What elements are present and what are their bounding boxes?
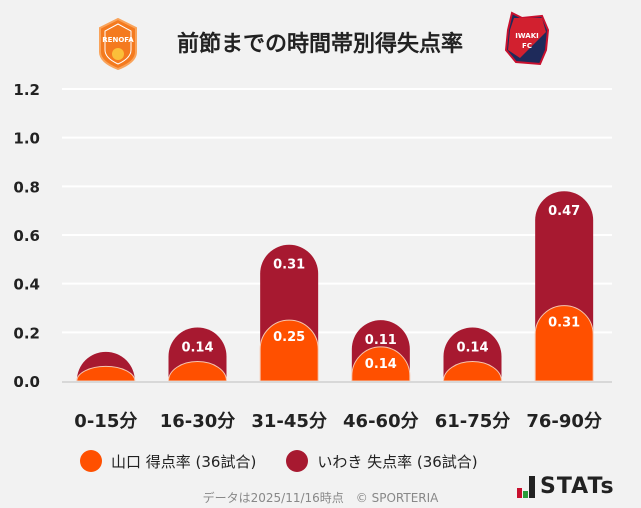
stats-brand: STATs: [540, 474, 615, 499]
x-tick-label: 76-90分: [526, 411, 602, 432]
legend: 山口 得点率 (36試合) いわき 失点率 (36試合): [80, 450, 508, 472]
x-tick-label: 46-60分: [343, 411, 419, 432]
y-tick-label: 0.4: [13, 276, 40, 294]
y-tick-label: 0.6: [13, 227, 40, 245]
legend-label: いわき 失点率 (36試合): [317, 452, 478, 471]
bar-yamaguchi-scored: [351, 346, 411, 382]
bar-yamaguchi-scored: [259, 319, 319, 382]
legend-orange-dot-icon: [80, 450, 102, 472]
chart-title: 前節までの時間帯別得失点率: [176, 32, 463, 57]
stats-logo: STATs: [517, 476, 615, 498]
bar-yamaguchi-scored: [167, 361, 228, 382]
data-label-iwaki: 0.11: [365, 333, 397, 348]
data-label-yamaguchi: 0.25: [273, 330, 305, 345]
legend-item-iwaki[interactable]: いわき 失点率 (36試合): [286, 450, 478, 472]
y-tick-label: 1.0: [13, 130, 40, 148]
svg-text:FC: FC: [522, 42, 532, 50]
data-label-iwaki: 0.14: [456, 340, 488, 355]
legend-label: 山口 得点率 (36試合): [111, 452, 257, 471]
y-tick-label: 1.2: [13, 81, 40, 99]
svg-text:RENOFA: RENOFA: [102, 36, 134, 44]
iwaki-logo: IWAKI FC: [502, 10, 552, 72]
renofa-logo: RENOFA: [98, 17, 138, 74]
x-tick-label: 0-15分: [74, 411, 137, 432]
y-tick-label: 0.8: [13, 178, 40, 196]
svg-text:IWAKI: IWAKI: [515, 32, 538, 40]
x-tick-label: 16-30分: [160, 411, 236, 432]
footer-note: データは2025/11/16時点 © SPORTERIA: [202, 491, 439, 505]
x-tick-label: 61-75分: [435, 411, 511, 432]
data-label-yamaguchi: 0.31: [548, 316, 580, 331]
data-label-iwaki: 0.47: [548, 204, 580, 219]
bar-chart: 0.14 0.31 0.25 0.11 0.14 0.14 0.47 0.31 0.0 0.2 0…: [13, 81, 612, 432]
y-tick-label: 0.2: [13, 324, 40, 342]
bar-yamaguchi-scored: [76, 365, 136, 382]
legend-red-dot-icon: [286, 450, 309, 472]
x-tick-label: 31-45分: [251, 411, 327, 432]
y-tick-label: 0.0: [13, 373, 40, 391]
stats-bars-icon: [517, 476, 535, 498]
data-label-iwaki: 0.31: [273, 258, 305, 273]
legend-item-yamaguchi[interactable]: 山口 得点率 (36試合): [80, 450, 256, 472]
bar-yamaguchi-scored: [442, 361, 503, 382]
data-label-yamaguchi: 0.14: [365, 357, 397, 372]
bar-yamaguchi-scored: [534, 305, 594, 382]
data-label-iwaki: 0.14: [181, 340, 213, 355]
